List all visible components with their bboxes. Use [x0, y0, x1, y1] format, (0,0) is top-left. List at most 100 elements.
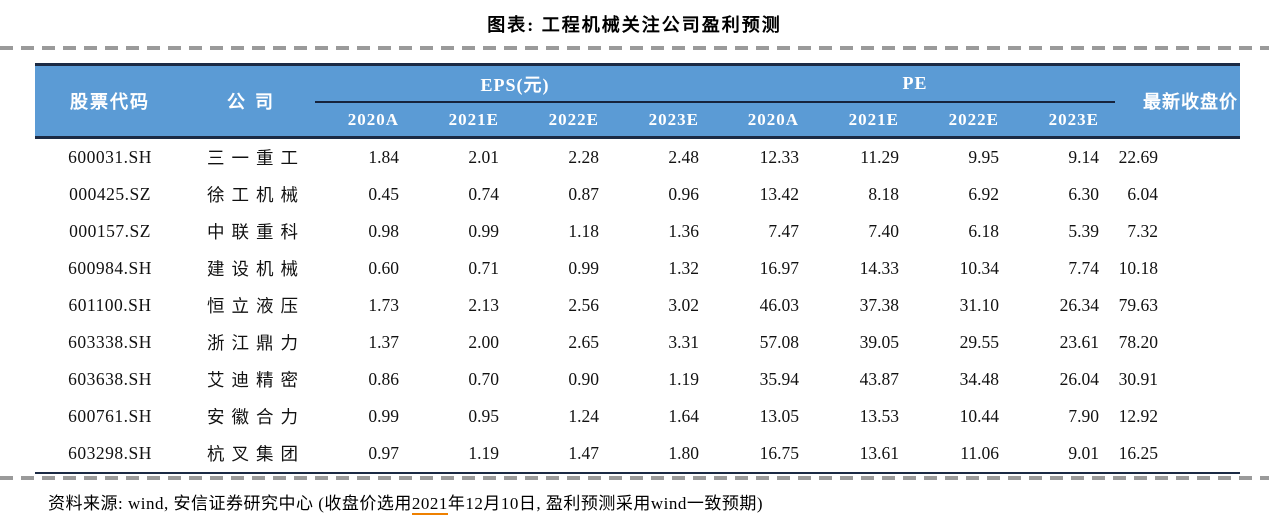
cell-value: 0.60 [315, 250, 415, 287]
header-year-row: 2020A 2021E 2022E 2023E 2020A 2021E 2022… [35, 102, 1240, 138]
cell-value: 6.92 [915, 176, 1015, 213]
cell-company: 浙江鼎力 [185, 324, 315, 361]
source-note-prefix: 资料来源: wind, 安信证券研究中心 (收盘价选用 [48, 494, 412, 513]
cell-value: 7.74 [1015, 250, 1116, 287]
col-header-pe-2022e: 2022E [915, 102, 1015, 138]
cell-company: 恒立液压 [185, 287, 315, 324]
cell-value: 8.18 [815, 176, 915, 213]
cell-value: 1.84 [315, 137, 415, 176]
table-row: 601100.SH 恒立液压 1.73 2.13 2.56 3.02 46.03… [35, 287, 1241, 324]
cell-value: 2.28 [515, 137, 615, 176]
cell-value: 23.61 [1015, 324, 1116, 361]
cell-value: 1.19 [615, 361, 715, 398]
cell-value: 10.18 [1115, 250, 1241, 287]
table-row: 603298.SH 杭叉集团 0.97 1.19 1.47 1.80 16.75… [35, 435, 1241, 473]
col-header-latest-close: 最新收盘价 [1115, 64, 1241, 138]
page-title: 图表: 工程机械关注公司盈利预测 [487, 15, 782, 35]
col-header-eps-2022e: 2022E [515, 102, 615, 138]
cell-value: 12.92 [1115, 398, 1241, 435]
cell-value: 9.01 [1015, 435, 1116, 473]
cell-value: 0.74 [415, 176, 515, 213]
cell-value: 13.42 [715, 176, 815, 213]
cell-stock-code: 603298.SH [35, 435, 185, 473]
cell-value: 3.02 [615, 287, 715, 324]
col-header-company: 公司 [185, 64, 315, 138]
cell-value: 0.95 [415, 398, 515, 435]
cell-value: 1.32 [615, 250, 715, 287]
cell-value: 0.45 [315, 176, 415, 213]
cell-value: 1.18 [515, 213, 615, 250]
cell-value: 1.37 [315, 324, 415, 361]
col-header-pe-2021e: 2021E [815, 102, 915, 138]
cell-company: 三一重工 [185, 137, 315, 176]
cell-value: 6.04 [1115, 176, 1241, 213]
cell-value: 46.03 [715, 287, 815, 324]
cell-value: 5.39 [1015, 213, 1116, 250]
cell-value: 43.87 [815, 361, 915, 398]
cell-value: 9.14 [1015, 137, 1116, 176]
cell-value: 78.20 [1115, 324, 1241, 361]
col-header-stock-code: 股票代码 [35, 64, 185, 138]
cell-value: 10.34 [915, 250, 1015, 287]
cell-value: 7.47 [715, 213, 815, 250]
cell-stock-code: 600031.SH [35, 137, 185, 176]
header-group-row: 股票代码 公司 EPS(元) PE 最新收盘价 [35, 64, 1241, 138]
source-note-highlight-year: 2021 [411, 494, 448, 515]
cell-value: 0.71 [415, 250, 515, 287]
cell-value: 2.56 [515, 287, 615, 324]
cell-value: 1.19 [415, 435, 515, 473]
cell-company: 杭叉集团 [185, 435, 315, 473]
cell-stock-code: 601100.SH [35, 287, 185, 324]
col-group-pe: PE [715, 64, 1116, 103]
cell-value: 0.96 [615, 176, 715, 213]
table-header: 股票代码 公司 EPS(元) PE 最新收盘价 2020A 2021E 2022… [35, 64, 1241, 138]
cell-value: 2.00 [415, 324, 515, 361]
cell-value: 0.97 [315, 435, 415, 473]
cell-value: 0.98 [315, 213, 415, 250]
table-row: 600761.SH 安徽合力 0.99 0.95 1.24 1.64 13.05… [35, 398, 1241, 435]
table-row: 603638.SH 艾迪精密 0.86 0.70 0.90 1.19 35.94… [35, 361, 1241, 398]
col-header-pe-2023e: 2023E [1015, 102, 1116, 138]
cell-value: 1.47 [515, 435, 615, 473]
col-group-eps: EPS(元) [315, 64, 715, 103]
divider-bottom [0, 476, 1269, 480]
cell-stock-code: 000157.SZ [35, 213, 185, 250]
cell-value: 6.30 [1015, 176, 1116, 213]
cell-company: 艾迪精密 [185, 361, 315, 398]
cell-stock-code: 603338.SH [35, 324, 185, 361]
col-header-eps-2023e: 2023E [615, 102, 715, 138]
cell-value: 14.33 [815, 250, 915, 287]
cell-value: 79.63 [1115, 287, 1241, 324]
cell-value: 0.99 [315, 398, 415, 435]
cell-value: 12.33 [715, 137, 815, 176]
cell-company: 安徽合力 [185, 398, 315, 435]
cell-value: 2.13 [415, 287, 515, 324]
col-header-eps-2020a: 2020A [315, 102, 415, 138]
cell-value: 26.04 [1015, 361, 1116, 398]
cell-value: 34.48 [915, 361, 1015, 398]
cell-value: 13.53 [815, 398, 915, 435]
table-row: 600031.SH 三一重工 1.84 2.01 2.28 2.48 12.33… [35, 137, 1241, 176]
cell-value: 3.31 [615, 324, 715, 361]
cell-value: 22.69 [1115, 137, 1241, 176]
profit-forecast-table: 股票代码 公司 EPS(元) PE 最新收盘价 2020A 2021E 2022… [35, 63, 1241, 474]
source-note-suffix: 年12月10日, 盈利预测采用wind一致预期) [447, 494, 764, 513]
cell-value: 2.48 [615, 137, 715, 176]
cell-value: 13.61 [815, 435, 915, 473]
table-row: 600984.SH 建设机械 0.60 0.71 0.99 1.32 16.97… [35, 250, 1241, 287]
cell-stock-code: 600761.SH [35, 398, 185, 435]
cell-value: 16.75 [715, 435, 815, 473]
cell-value: 0.70 [415, 361, 515, 398]
cell-stock-code: 600984.SH [35, 250, 185, 287]
cell-value: 7.32 [1115, 213, 1241, 250]
cell-value: 7.40 [815, 213, 915, 250]
cell-stock-code: 000425.SZ [35, 176, 185, 213]
cell-value: 26.34 [1015, 287, 1116, 324]
cell-value: 1.80 [615, 435, 715, 473]
col-header-eps-2021e: 2021E [415, 102, 515, 138]
cell-company: 中联重科 [185, 213, 315, 250]
cell-value: 11.06 [915, 435, 1015, 473]
col-header-pe-2020a: 2020A [715, 102, 815, 138]
table-row: 000425.SZ 徐工机械 0.45 0.74 0.87 0.96 13.42… [35, 176, 1241, 213]
